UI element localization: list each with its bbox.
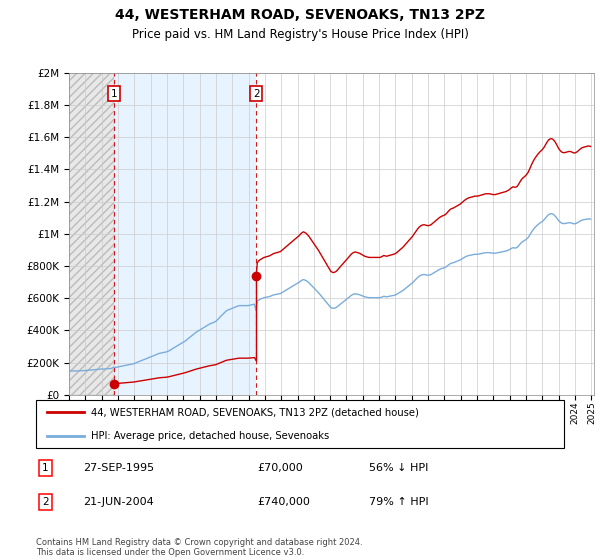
Text: 79% ↑ HPI: 79% ↑ HPI	[368, 497, 428, 507]
Text: 2: 2	[253, 88, 260, 99]
Text: Contains HM Land Registry data © Crown copyright and database right 2024.
This d: Contains HM Land Registry data © Crown c…	[36, 538, 362, 557]
Text: 1: 1	[42, 463, 49, 473]
Text: 44, WESTERHAM ROAD, SEVENOAKS, TN13 2PZ: 44, WESTERHAM ROAD, SEVENOAKS, TN13 2PZ	[115, 8, 485, 22]
FancyBboxPatch shape	[36, 400, 564, 448]
Text: 27-SEP-1995: 27-SEP-1995	[83, 463, 155, 473]
Text: £740,000: £740,000	[258, 497, 311, 507]
Text: 21-JUN-2004: 21-JUN-2004	[83, 497, 154, 507]
Text: 1: 1	[110, 88, 117, 99]
Text: 44, WESTERHAM ROAD, SEVENOAKS, TN13 2PZ (detached house): 44, WESTERHAM ROAD, SEVENOAKS, TN13 2PZ …	[91, 407, 419, 417]
Bar	[69, 73, 113, 395]
Text: £70,000: £70,000	[258, 463, 304, 473]
Text: Price paid vs. HM Land Registry's House Price Index (HPI): Price paid vs. HM Land Registry's House …	[131, 28, 469, 41]
Text: HPI: Average price, detached house, Sevenoaks: HPI: Average price, detached house, Seve…	[91, 431, 329, 441]
Bar	[113, 73, 256, 395]
Text: 2: 2	[42, 497, 49, 507]
Text: 56% ↓ HPI: 56% ↓ HPI	[368, 463, 428, 473]
